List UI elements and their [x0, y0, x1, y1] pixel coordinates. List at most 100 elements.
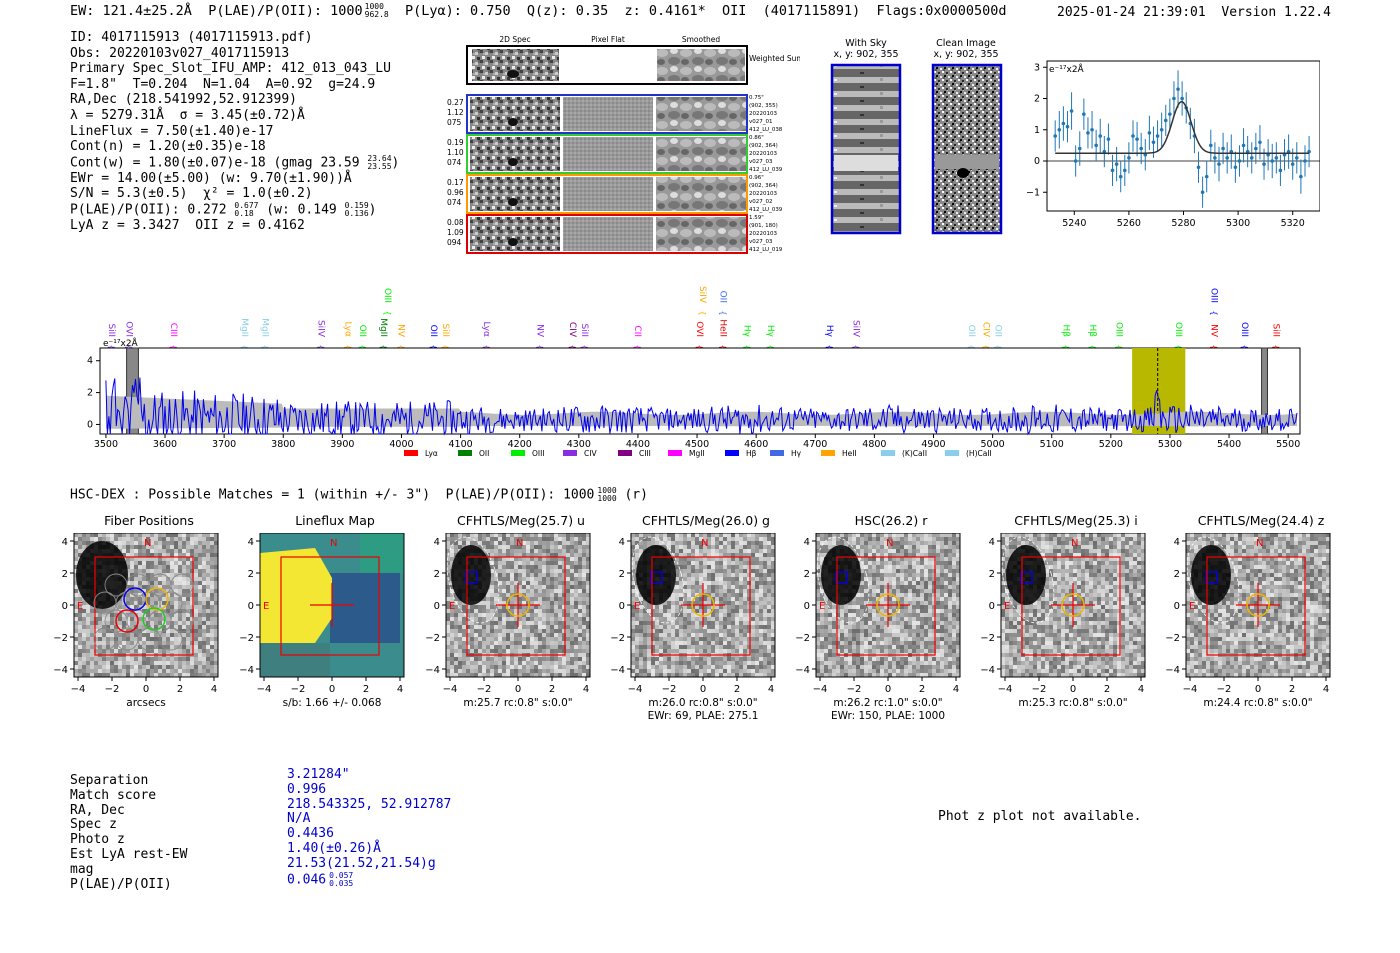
- pixel: [908, 557, 913, 562]
- cutout-x-tick-label: 0: [700, 684, 706, 695]
- pixel: [731, 537, 736, 542]
- pixel: [715, 657, 720, 662]
- pixel: [538, 541, 543, 546]
- pixel: [166, 657, 171, 662]
- pixel: [763, 585, 768, 590]
- pixel: [166, 633, 171, 638]
- pixel: [542, 601, 547, 606]
- pixel: [578, 589, 583, 594]
- pixel: [486, 589, 491, 594]
- pixel: [570, 541, 575, 546]
- pixel: [114, 609, 119, 614]
- pixel: [462, 625, 467, 630]
- pixel: [860, 581, 865, 586]
- pixel: [888, 549, 893, 554]
- pixel: [206, 621, 211, 626]
- pixel: [711, 573, 716, 578]
- pixel: [679, 589, 684, 594]
- pixel: [538, 533, 543, 538]
- pixel: [118, 673, 123, 678]
- pixel: [635, 549, 640, 554]
- pixel: [880, 565, 885, 570]
- pixel: [554, 589, 559, 594]
- pixel: [671, 605, 676, 610]
- pixel: [550, 657, 555, 662]
- pixel: [86, 673, 91, 678]
- pixel: [743, 605, 748, 610]
- pixel: [210, 645, 215, 650]
- pixel: [715, 641, 720, 646]
- fiber-orange: [145, 587, 169, 611]
- pixel: [186, 541, 191, 546]
- pixel: [150, 617, 155, 622]
- pixel: [920, 565, 925, 570]
- pixel: [554, 537, 559, 542]
- pixel: [506, 589, 511, 594]
- pixel: [695, 537, 700, 542]
- pixel: [566, 673, 571, 678]
- pixel: [86, 645, 91, 650]
- pixel: [158, 557, 163, 562]
- pixel: [138, 625, 143, 630]
- pixel: [956, 533, 961, 538]
- pixel: [699, 673, 704, 678]
- info-block: ID: 4017115913 (4017115913.pdf) Obs: 2022…: [70, 30, 399, 234]
- pixel: [522, 621, 527, 626]
- pixel: [699, 561, 704, 566]
- pixel: [190, 633, 195, 638]
- pixel: [767, 665, 772, 670]
- pixel: [731, 613, 736, 618]
- pixel: [478, 649, 483, 654]
- pixel: [534, 553, 539, 558]
- pixel: [631, 665, 636, 670]
- pixel: [759, 621, 764, 626]
- pixel: [920, 541, 925, 546]
- pixel: [530, 533, 535, 538]
- pixel: [514, 561, 519, 566]
- pixel: [578, 605, 583, 610]
- pixel: [655, 645, 660, 650]
- pixel: [763, 565, 768, 570]
- pixel: [643, 673, 648, 678]
- emission-line-brace: {: [169, 344, 178, 349]
- emission-line-brace: {: [1062, 344, 1071, 349]
- pixel: [198, 645, 203, 650]
- pixel: [578, 645, 583, 650]
- pixel: [214, 649, 219, 654]
- pixel: [518, 641, 523, 646]
- pixel: [446, 589, 451, 594]
- pixel: [956, 581, 961, 586]
- cutout-y-tick-label: −4: [425, 665, 440, 676]
- pixel: [952, 557, 957, 562]
- pixel: [747, 593, 752, 598]
- pixel: [214, 561, 219, 566]
- pixel: [506, 565, 511, 570]
- pixel: [550, 665, 555, 670]
- pixel: [582, 621, 587, 626]
- pixel: [158, 597, 163, 602]
- pixel: [122, 641, 127, 646]
- pixel: [102, 537, 107, 542]
- pixel: [210, 541, 215, 546]
- east-label: E: [634, 601, 640, 612]
- pixel: [202, 653, 207, 658]
- pixel: [767, 581, 772, 586]
- pixel: [582, 673, 587, 678]
- pixel: [723, 569, 728, 574]
- pixel: [486, 601, 491, 606]
- pixel: [170, 565, 175, 570]
- pixel: [747, 549, 752, 554]
- pixel: [635, 605, 640, 610]
- pixel: [574, 533, 579, 538]
- pixel: [679, 665, 684, 670]
- pixel: [554, 585, 559, 590]
- spec-row-right-label: 1.59": [749, 215, 764, 221]
- pixel: [936, 569, 941, 574]
- pixel: [542, 669, 547, 674]
- pixel: [498, 585, 503, 590]
- pixel: [936, 549, 941, 554]
- info-contw-end: ): [391, 155, 400, 171]
- pixel: [138, 637, 143, 642]
- pixel: [932, 553, 937, 558]
- pixel: [735, 609, 740, 614]
